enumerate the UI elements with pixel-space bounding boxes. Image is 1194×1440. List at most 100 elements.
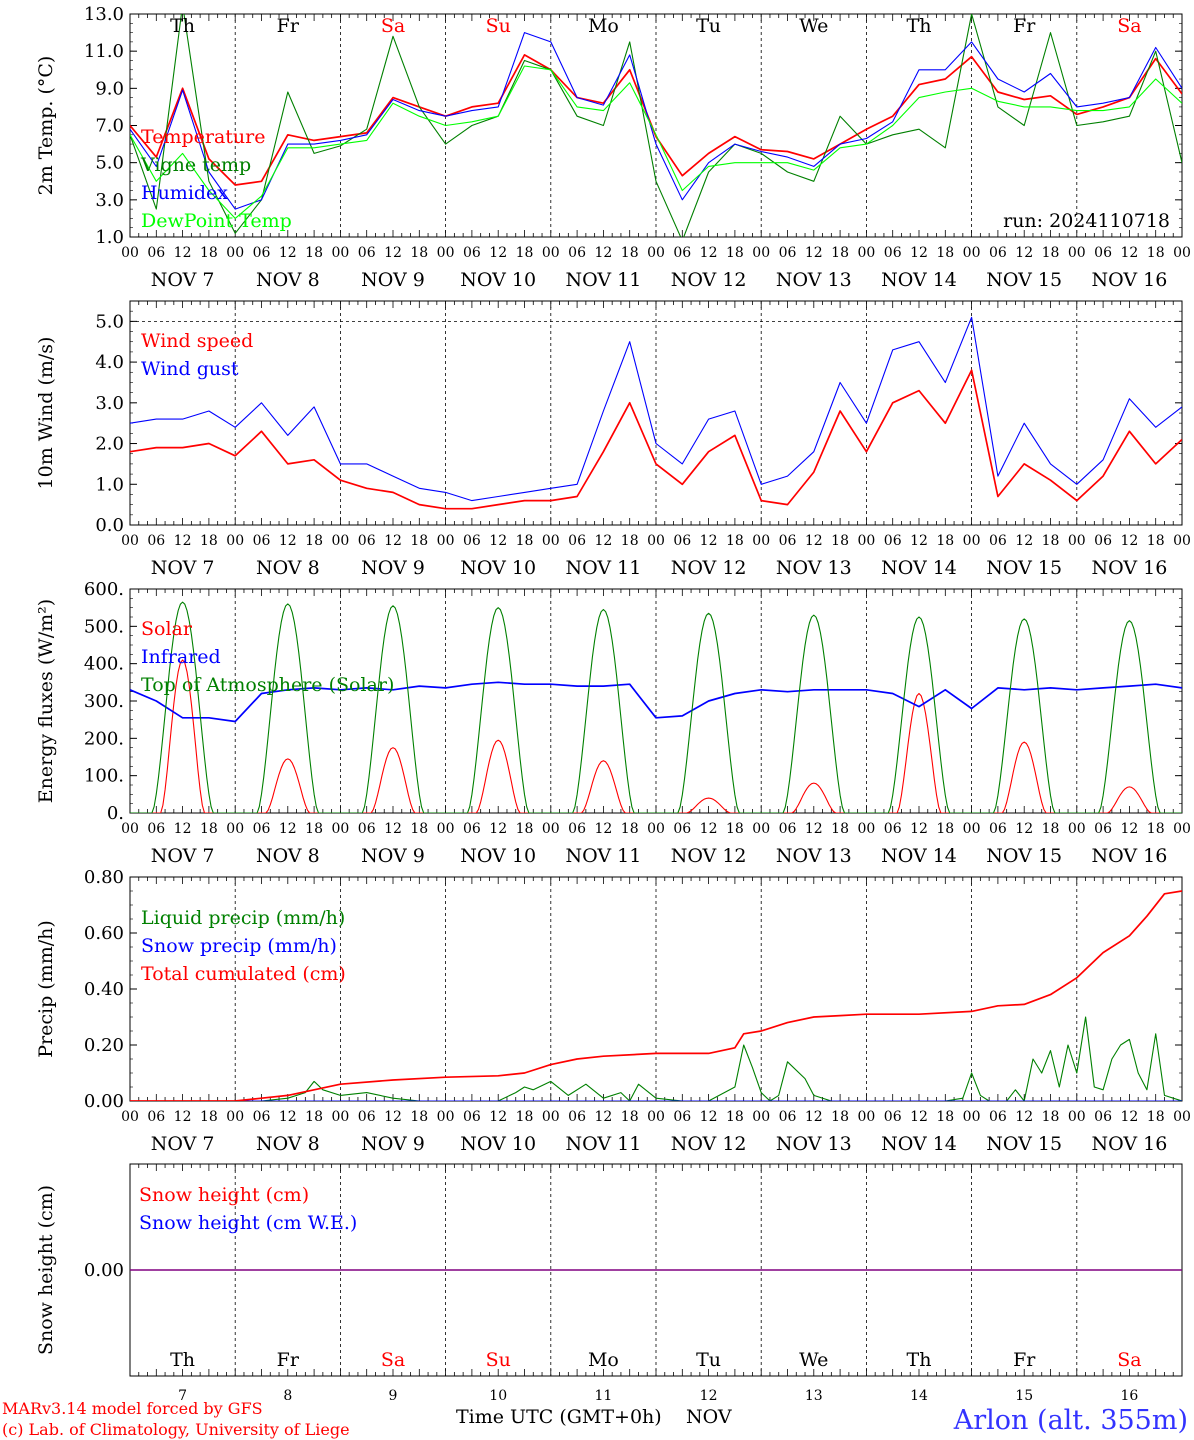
- y-tick-label: 600.: [84, 579, 124, 600]
- date-label: NOV 12: [671, 845, 747, 867]
- legend-entry: Snow height (cm W.E.): [139, 1212, 357, 1234]
- hour-label: 12: [489, 533, 507, 549]
- hour-label: 00: [331, 821, 349, 837]
- hour-label: 18: [831, 533, 849, 549]
- date-label: NOV 7: [151, 1133, 215, 1155]
- date-number: 9: [389, 1388, 398, 1404]
- hour-label: 12: [805, 821, 823, 837]
- hour-label: 06: [884, 245, 902, 261]
- day-label: We: [799, 15, 828, 37]
- day-label: Tu: [696, 15, 721, 37]
- date-label: NOV 16: [1091, 1133, 1167, 1155]
- hour-label: 12: [594, 245, 612, 261]
- hour-label: 00: [752, 245, 770, 261]
- hour-label: 12: [1015, 1109, 1033, 1125]
- y-tick-label: 3.0: [95, 393, 124, 414]
- hour-label: 18: [305, 821, 323, 837]
- hour-label: 12: [910, 1109, 928, 1125]
- hour-label: 06: [147, 821, 165, 837]
- hour-label: 18: [1147, 821, 1165, 837]
- day-label: Mo: [588, 1349, 619, 1371]
- date-label: NOV 10: [460, 557, 536, 579]
- hour-label: 00: [963, 1109, 981, 1125]
- hour-label: 12: [279, 821, 297, 837]
- hour-label: 06: [358, 1109, 376, 1125]
- series-line: [130, 659, 1182, 813]
- date-label: NOV 13: [776, 557, 852, 579]
- date-number: 11: [594, 1388, 612, 1404]
- legend-entry: DewPoint Temp: [141, 210, 292, 232]
- series-line: [130, 681, 1182, 723]
- hour-label: 00: [121, 1109, 139, 1125]
- hour-label: 18: [516, 1109, 534, 1125]
- hour-label: 06: [989, 821, 1007, 837]
- hour-label: 06: [463, 1109, 481, 1125]
- legend-entry: Humidex: [141, 182, 228, 204]
- hour-label: 00: [1068, 1109, 1086, 1125]
- date-label: NOV 8: [256, 557, 320, 579]
- date-label: NOV 13: [776, 1133, 852, 1155]
- hour-label: 06: [568, 533, 586, 549]
- hour-label: 06: [147, 533, 165, 549]
- hour-label: 06: [884, 821, 902, 837]
- date-label: NOV 16: [1091, 269, 1167, 291]
- hour-label: 06: [147, 245, 165, 261]
- hour-label: 18: [831, 245, 849, 261]
- hour-label: 12: [700, 1109, 718, 1125]
- y-tick-label: 0.00: [84, 1091, 124, 1112]
- series-group: [130, 601, 1182, 813]
- date-label: NOV 13: [776, 269, 852, 291]
- hour-label: 06: [358, 821, 376, 837]
- hour-label: 18: [410, 1109, 428, 1125]
- hour-label: 18: [726, 533, 744, 549]
- hour-label: 18: [1042, 245, 1060, 261]
- hour-label: 12: [1015, 533, 1033, 549]
- hour-label: 12: [700, 821, 718, 837]
- hour-label: 00: [647, 533, 665, 549]
- date-label: NOV 8: [256, 845, 320, 867]
- y-tick-label: 1.0: [95, 474, 124, 495]
- hour-label: 12: [174, 245, 192, 261]
- date-number: 13: [805, 1388, 823, 1404]
- hour-label: 18: [936, 1109, 954, 1125]
- y-tick-label: 100.: [84, 766, 124, 787]
- hour-label: 00: [647, 1109, 665, 1125]
- y-tick-label: 5.0: [95, 311, 124, 332]
- hour-label: 18: [936, 821, 954, 837]
- hour-label: 12: [1120, 533, 1138, 549]
- hour-label: 12: [594, 533, 612, 549]
- hour-label: 00: [1173, 821, 1191, 837]
- hour-label: 00: [542, 533, 560, 549]
- hour-label: 18: [726, 821, 744, 837]
- y-tick-label: 300.: [84, 691, 124, 712]
- hour-label: 00: [437, 533, 455, 549]
- hour-label: 00: [647, 821, 665, 837]
- date-label: NOV 8: [256, 1133, 320, 1155]
- hour-label: 00: [857, 533, 875, 549]
- y-tick-label: 400.: [84, 654, 124, 675]
- panel-temp: 1.0 3.0 5.0 7.0 9.0 11.0 13.0 2m Temp. (°C) Temp…: [35, 4, 1191, 291]
- hour-label: 06: [463, 533, 481, 549]
- date-number: 16: [1120, 1388, 1138, 1404]
- day-label: Th: [170, 1349, 195, 1371]
- legend-entry: Wind gust: [141, 358, 239, 380]
- day-label: Fr: [277, 1349, 300, 1371]
- hour-label: 12: [805, 1109, 823, 1125]
- hour-label: 06: [463, 821, 481, 837]
- legend-entry: Temperature: [141, 126, 265, 148]
- series-line: [130, 890, 1182, 1101]
- footer: MARv3.14 model forced by GFS (c) Lab. of …: [2, 1399, 1188, 1439]
- hour-label: 18: [1147, 1109, 1165, 1125]
- date-label: NOV 16: [1091, 557, 1167, 579]
- hour-label: 12: [489, 1109, 507, 1125]
- plot-frame: [129, 300, 1183, 526]
- day-label: Su: [486, 15, 511, 37]
- day-label: Sa: [1117, 1349, 1141, 1371]
- y-axis-label: 10m Wind (m/s): [35, 337, 57, 490]
- location-label: Arlon (alt. 355m): [953, 1405, 1188, 1436]
- y-tick-label: 500.: [84, 616, 124, 637]
- hour-label: 18: [516, 821, 534, 837]
- hour-label: 06: [779, 533, 797, 549]
- hour-label: 18: [200, 821, 218, 837]
